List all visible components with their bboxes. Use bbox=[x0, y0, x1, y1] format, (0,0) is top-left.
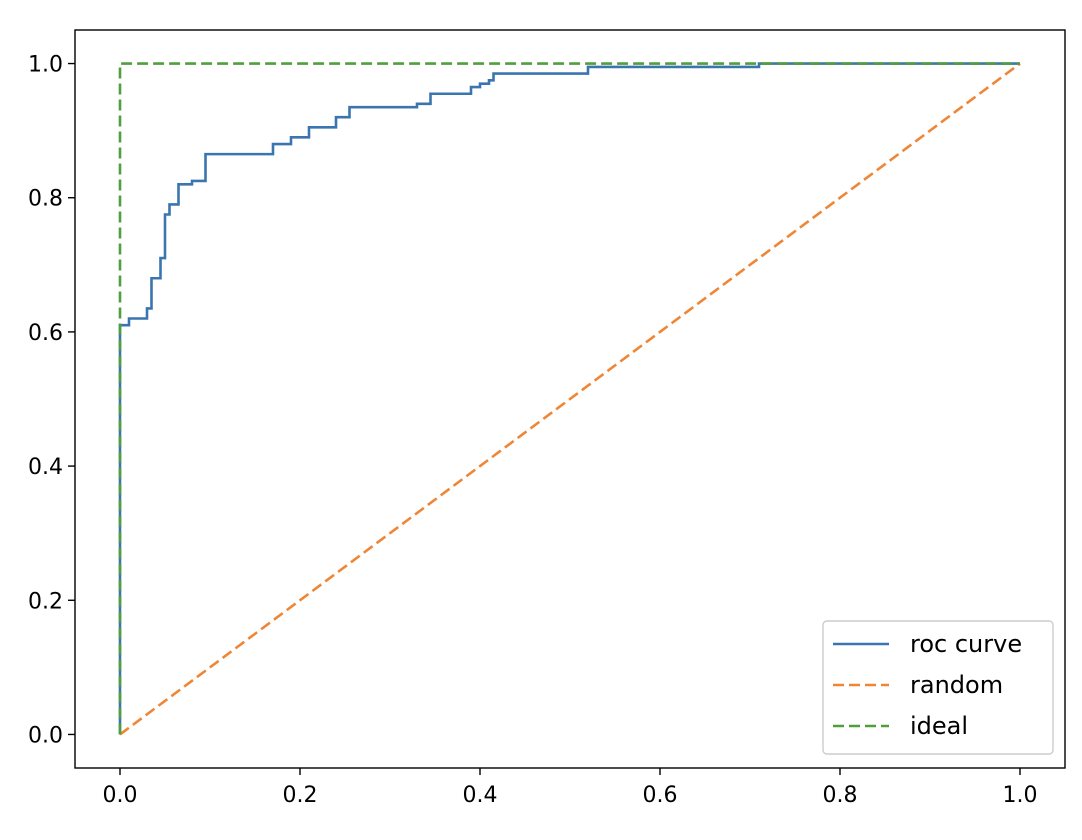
series-line-random bbox=[119, 62, 1021, 736]
plot-area bbox=[118, 62, 1021, 736]
axes-frame bbox=[74, 29, 1066, 769]
x-tick-label: 0.6 bbox=[643, 783, 678, 808]
x-tick-label: 0.4 bbox=[463, 783, 498, 808]
y-tick-label: 0.0 bbox=[28, 723, 63, 748]
x-tick-label: 0.2 bbox=[283, 783, 318, 808]
y-tick-label: 0.8 bbox=[28, 187, 63, 212]
x-tick-label: 0.0 bbox=[103, 783, 138, 808]
legend: roc curve random ideal bbox=[822, 620, 1054, 755]
legend-label: roc curve bbox=[910, 630, 1022, 658]
x-tick-label: 0.8 bbox=[823, 783, 858, 808]
axes: 0.0 0.2 0.4 0.6 0.8 1.0 0.0 0.2 0.4 0.6 0.8 1.0 bbox=[28, 29, 1066, 808]
y-tick-label: 0.2 bbox=[28, 589, 63, 614]
x-tick-label: 1.0 bbox=[1003, 783, 1038, 808]
y-tick-label: 1.0 bbox=[28, 53, 63, 78]
legend-label: ideal bbox=[910, 712, 968, 740]
legend-box bbox=[822, 620, 1054, 755]
legend-label: random bbox=[910, 671, 1003, 699]
series-line-ideal bbox=[118, 62, 1020, 735]
y-tick-label: 0.4 bbox=[28, 455, 63, 480]
series-line-roc-curve bbox=[118, 62, 1020, 735]
y-tick-label: 0.6 bbox=[28, 321, 63, 346]
